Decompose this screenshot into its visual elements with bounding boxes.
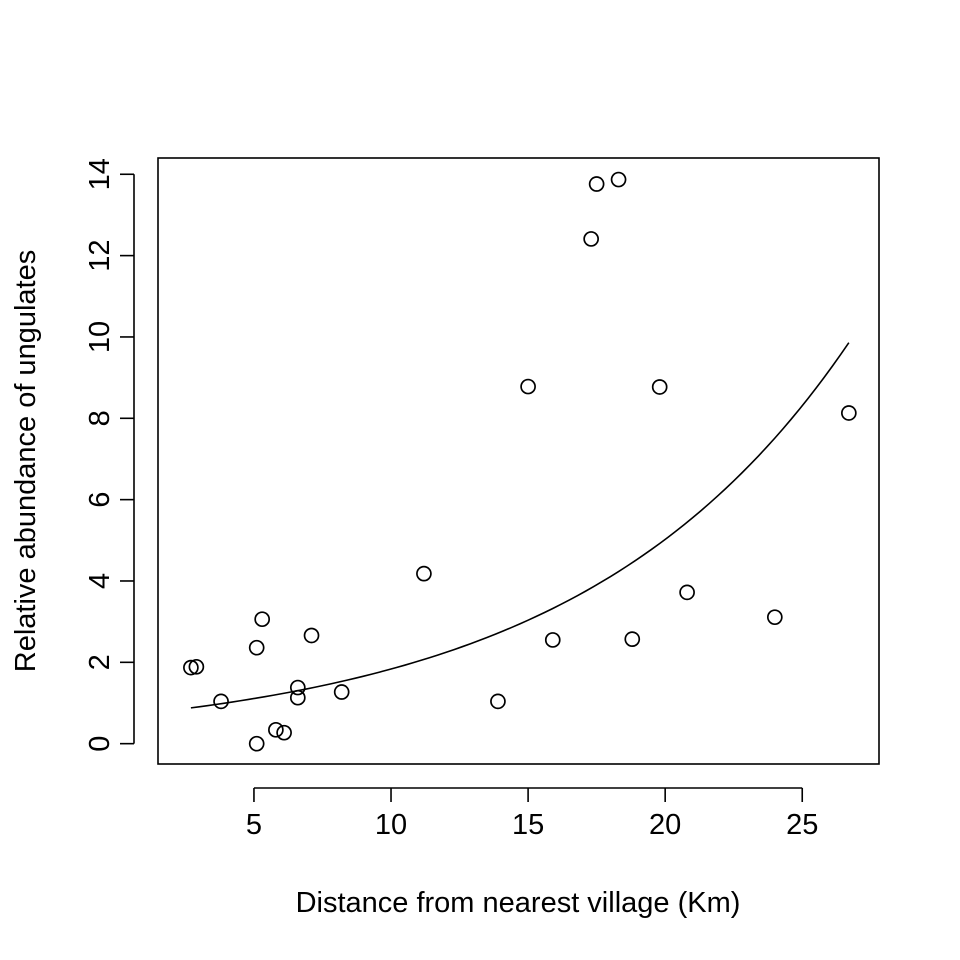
data-point: [610, 171, 627, 188]
data-point: [624, 631, 641, 647]
data-points: [183, 171, 857, 752]
data-point: [303, 627, 320, 644]
y-tick-label: 12: [84, 239, 116, 271]
data-point: [679, 584, 695, 601]
data-point: [268, 721, 284, 738]
y-tick-label: 0: [84, 736, 116, 752]
data-point: [248, 735, 265, 752]
data-point: [188, 658, 205, 675]
y-tick-label: 14: [84, 158, 116, 190]
data-point: [289, 679, 306, 696]
data-point: [651, 379, 668, 395]
data-point: [276, 724, 292, 741]
data-point: [254, 611, 271, 628]
data-point: [416, 565, 432, 582]
x-tick-label: 15: [512, 809, 544, 841]
data-point: [840, 405, 857, 421]
data-point: [490, 693, 506, 710]
data-point: [520, 378, 536, 395]
plot-frame: [157, 157, 880, 765]
x-tick-label: 10: [375, 809, 407, 841]
data-point: [183, 659, 199, 676]
y-axis: 0 2 4 6 8 10 12 14: [84, 158, 135, 752]
x-tick-label: 20: [649, 809, 681, 841]
data-point: [248, 639, 265, 656]
x-axis-title: Distance from nearest village (Km): [296, 887, 741, 919]
data-point: [583, 231, 599, 247]
x-tick-label: 5: [246, 809, 262, 841]
data-point: [766, 609, 783, 626]
y-tick-label: 10: [84, 321, 116, 353]
data-point: [333, 684, 350, 700]
data-point: [213, 693, 229, 710]
y-tick-label: 4: [84, 573, 116, 589]
data-point: [588, 176, 605, 192]
y-tick-label: 8: [84, 410, 116, 426]
x-axis: 5 10 15 20 25: [246, 787, 818, 841]
y-tick-label: 6: [84, 492, 116, 508]
y-axis-title: Relative abundance of ungulates: [10, 250, 42, 672]
x-tick-label: 25: [786, 809, 818, 841]
data-point: [289, 689, 306, 706]
data-point: [544, 632, 561, 648]
fit-curve: [190, 342, 850, 709]
y-tick-label: 2: [84, 654, 116, 670]
